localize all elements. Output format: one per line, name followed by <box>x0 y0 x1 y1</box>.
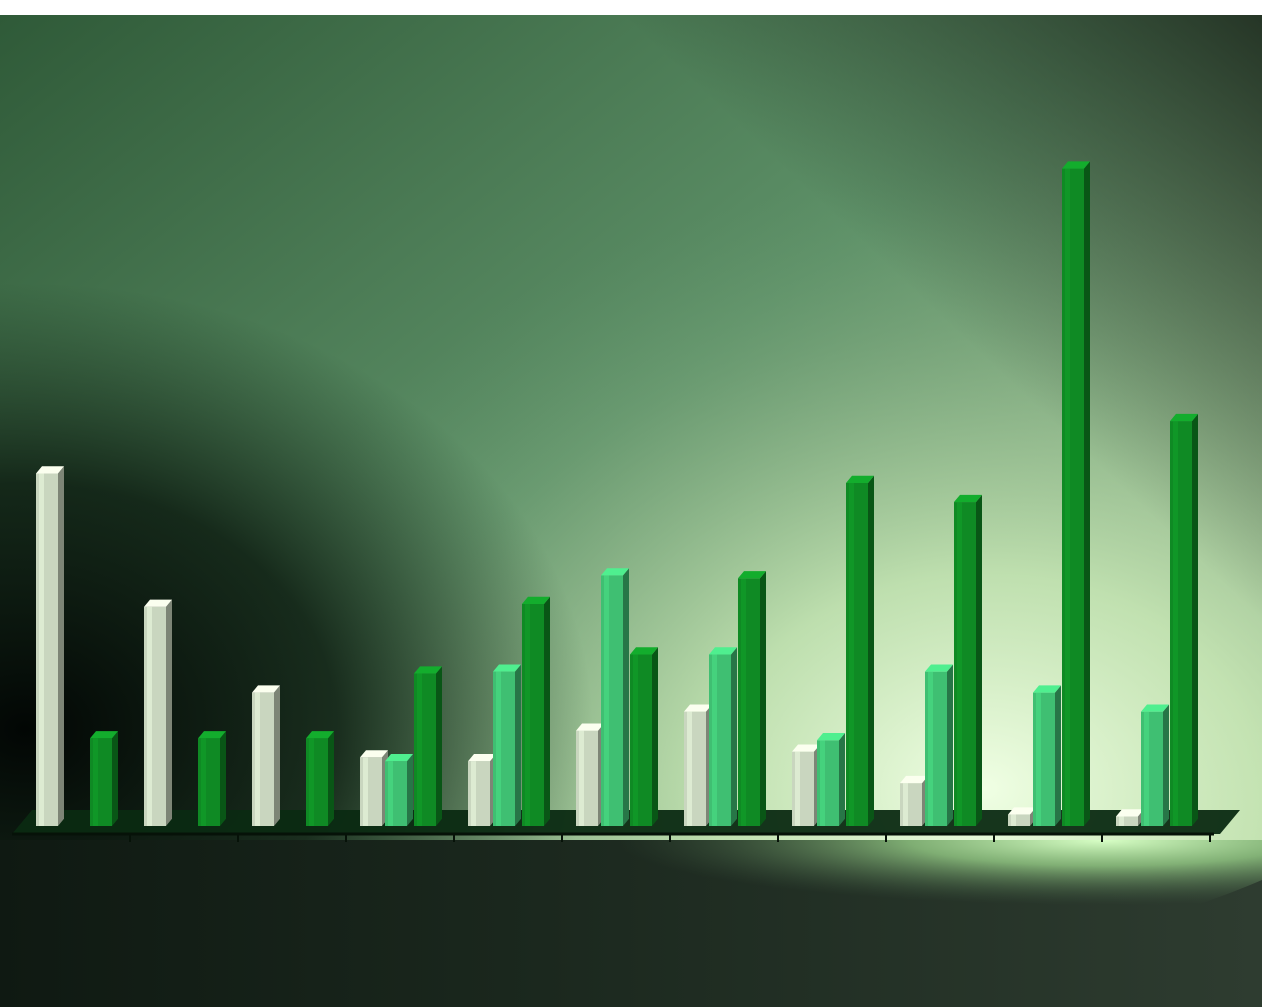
bar-s2-c4 <box>385 754 413 826</box>
bar-s1-c7 <box>684 704 712 826</box>
bar-s1-c10 <box>1008 807 1036 826</box>
bars-layer <box>12 161 1240 834</box>
bar-s3-c1 <box>90 731 118 826</box>
bar-s2-c6 <box>601 568 629 826</box>
bar-s1-c8 <box>792 744 820 826</box>
bar-s3-c10 <box>1062 161 1090 827</box>
bar-s3-c11 <box>1170 413 1198 826</box>
bar-s1-c6 <box>576 723 604 826</box>
bar-s1-c9 <box>900 775 928 826</box>
bar-s3-c7 <box>738 571 766 826</box>
bar-s3-c5 <box>522 596 550 826</box>
bar-s3-c8 <box>846 475 874 826</box>
bar-s2-c11 <box>1141 704 1169 826</box>
floor-light-wave <box>380 840 1262 959</box>
bar-s1-c1 <box>36 466 64 826</box>
bar-s3-c3 <box>306 731 334 826</box>
bar-s1-c3 <box>252 685 280 826</box>
bar-s1-c5 <box>468 754 496 826</box>
bar-s2-c10 <box>1033 685 1061 826</box>
bar-s1-c11 <box>1116 809 1144 826</box>
bar-s2-c5 <box>493 664 521 826</box>
bar-s2-c8 <box>817 733 845 826</box>
top-margin <box>0 0 1262 15</box>
bar-s1-c2 <box>144 599 172 826</box>
x-axis <box>12 832 1214 842</box>
bar-s1-c4 <box>360 750 388 826</box>
bar-s3-c2 <box>198 731 226 826</box>
bar-s3-c6 <box>630 647 658 826</box>
bar-s3-c9 <box>954 494 982 826</box>
bar-s2-c7 <box>709 647 737 826</box>
bar-s2-c9 <box>925 664 953 826</box>
bar-s3-c4 <box>414 666 442 826</box>
